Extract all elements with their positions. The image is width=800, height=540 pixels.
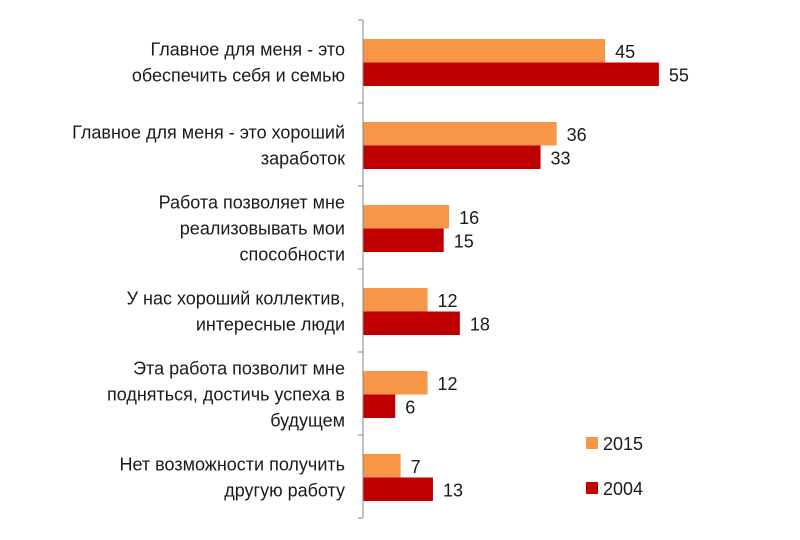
data-label-2004: 15 (454, 231, 474, 251)
bar-2004 (363, 145, 541, 169)
category-label-line: интересные люди (196, 315, 345, 335)
category-label-line: реализовывать мои (180, 219, 345, 239)
data-label-2015: 16 (459, 208, 479, 228)
bar-2004 (363, 62, 659, 86)
category-label-line: обеспечить себя и семью (132, 66, 345, 86)
category-label-line: Работа позволяет мне (159, 193, 345, 213)
legend-label-2015: 2015 (603, 434, 643, 454)
category-label: Эта работа позволит мне подняться, достич… (107, 359, 345, 431)
category-label-line: Главное для меня - это (151, 40, 345, 60)
data-label-2015: 36 (567, 125, 587, 145)
category-label: Нет возможности получить другую работу (120, 455, 345, 501)
data-label-2004: 33 (551, 148, 571, 168)
data-label-2004: 13 (443, 480, 463, 500)
category-label-line: Главное для меня - это хороший (72, 123, 345, 143)
bar-2015 (363, 454, 401, 478)
category-label: Главное для меня - это обеспечить себя и … (132, 40, 345, 86)
category-label-line: другую работу (224, 481, 345, 501)
category-label-line: Эта работа позволит мне (133, 359, 345, 379)
category-label-line: способности (239, 245, 345, 265)
data-label-2015: 45 (615, 42, 635, 62)
category-label-line: У нас хороший коллектив, (127, 289, 345, 309)
data-label-2015: 7 (411, 457, 421, 477)
bar-2004 (363, 477, 433, 501)
data-label-2004: 18 (470, 314, 490, 334)
category-label-line: Нет возможности получить (120, 455, 345, 475)
category-label-line: подняться, достичь успеха в (107, 385, 345, 405)
legend-label-2004: 2004 (603, 479, 643, 499)
bar-2015 (363, 205, 450, 229)
legend-swatch-2004 (586, 482, 598, 494)
bar-2004 (363, 228, 444, 252)
data-label-2004: 55 (669, 65, 689, 85)
legend-swatch-2015 (586, 437, 598, 449)
data-label-2015: 12 (438, 291, 458, 311)
category-label-line: будущем (270, 411, 345, 431)
bar-2015 (363, 288, 428, 312)
data-label-2015: 12 (438, 374, 458, 394)
category-label-line: заработок (261, 149, 345, 169)
category-label: У нас хороший коллектив, интересные люди (127, 289, 345, 335)
bar-2015 (363, 39, 606, 63)
bar-2004 (363, 394, 396, 418)
category-label: Главное для меня - это хороший заработок (72, 123, 345, 169)
bar-2015 (363, 371, 428, 395)
bar-2015 (363, 122, 557, 146)
data-label-2004: 6 (405, 397, 415, 417)
bar-2004 (363, 311, 460, 335)
category-label: Работа позволяет мне реализовывать мои спо… (159, 193, 345, 265)
